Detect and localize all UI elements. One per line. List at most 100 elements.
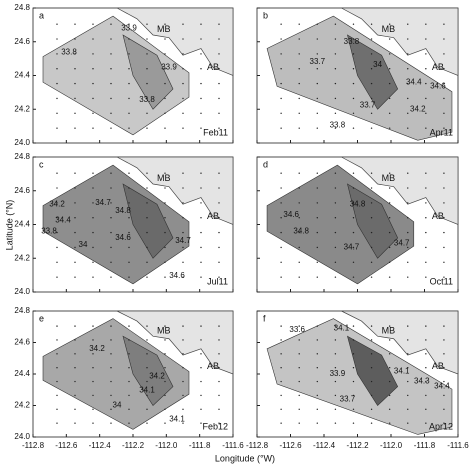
station — [280, 367, 282, 369]
station — [182, 422, 184, 424]
station — [425, 187, 427, 189]
station — [370, 53, 373, 55]
station — [128, 172, 130, 174]
y-tick-label: 24.6 — [14, 186, 30, 195]
contour-label: 34.8 — [293, 226, 309, 235]
station — [92, 261, 94, 263]
station — [280, 261, 282, 263]
contour-label: 34 — [373, 60, 382, 69]
station — [128, 353, 130, 355]
station — [74, 217, 76, 219]
station — [200, 261, 202, 263]
station — [92, 112, 94, 115]
station — [407, 353, 409, 355]
station — [316, 325, 318, 327]
station — [218, 367, 220, 369]
station — [316, 339, 318, 341]
station — [407, 408, 409, 410]
station — [182, 112, 184, 115]
station — [218, 261, 220, 263]
station — [334, 127, 337, 129]
station — [425, 202, 427, 204]
station — [388, 339, 391, 341]
station — [164, 339, 166, 341]
contour-core — [122, 183, 174, 259]
station — [128, 127, 130, 129]
station — [92, 187, 94, 189]
station — [56, 127, 58, 129]
station — [352, 82, 355, 85]
station — [146, 112, 148, 115]
station — [74, 367, 76, 369]
station — [146, 276, 148, 278]
contour-label: 33.8 — [344, 37, 360, 46]
station — [280, 325, 282, 327]
station — [110, 23, 112, 25]
y-axis-label: Latitude (°N) — [4, 200, 14, 251]
station — [316, 246, 318, 249]
station — [388, 408, 391, 410]
station — [146, 422, 148, 424]
station — [352, 172, 355, 174]
station — [280, 380, 282, 383]
station — [388, 172, 391, 174]
station — [200, 231, 202, 234]
station — [74, 187, 76, 189]
station — [92, 38, 94, 40]
station — [74, 261, 76, 263]
station — [110, 246, 112, 249]
station — [334, 112, 337, 115]
station — [128, 325, 130, 327]
x-tick-label: -112.2 — [122, 441, 145, 450]
station — [110, 380, 112, 383]
station — [316, 53, 318, 55]
station — [425, 97, 427, 100]
station — [425, 367, 427, 369]
panel-date: Oct11 — [430, 276, 453, 286]
station — [110, 68, 112, 70]
station — [370, 422, 373, 424]
station — [164, 112, 166, 115]
station — [56, 38, 58, 40]
station — [56, 97, 58, 100]
station — [334, 202, 337, 204]
station — [334, 217, 337, 219]
y-tick-label: 24.2 — [14, 401, 30, 410]
station — [334, 82, 337, 85]
station — [352, 202, 355, 204]
coastline — [341, 156, 459, 226]
station — [200, 23, 202, 25]
station — [200, 339, 202, 341]
station — [182, 82, 184, 85]
station — [182, 325, 184, 327]
station — [146, 394, 148, 397]
station — [218, 68, 220, 70]
station — [128, 217, 130, 219]
station — [164, 217, 166, 219]
station — [110, 231, 112, 234]
station — [164, 23, 166, 25]
station — [316, 408, 318, 410]
station — [110, 339, 112, 341]
station — [334, 367, 337, 369]
station — [218, 394, 220, 397]
contour-label: 34.7 — [95, 198, 111, 207]
station — [128, 112, 130, 115]
station — [388, 97, 391, 100]
station — [407, 394, 409, 397]
station — [425, 246, 427, 249]
station — [388, 187, 391, 189]
station — [56, 82, 58, 85]
station — [74, 53, 76, 55]
contour-label: 34.1 — [139, 385, 155, 394]
station — [280, 422, 282, 424]
x-tick-label: -112.8 — [22, 441, 45, 450]
place-label: MB — [157, 24, 171, 34]
station — [128, 53, 130, 55]
contour-label: 33.7 — [360, 100, 376, 109]
station — [74, 202, 76, 204]
station — [443, 23, 445, 25]
station — [74, 127, 76, 129]
panel-date: Jul11 — [207, 276, 228, 286]
station — [280, 187, 282, 189]
